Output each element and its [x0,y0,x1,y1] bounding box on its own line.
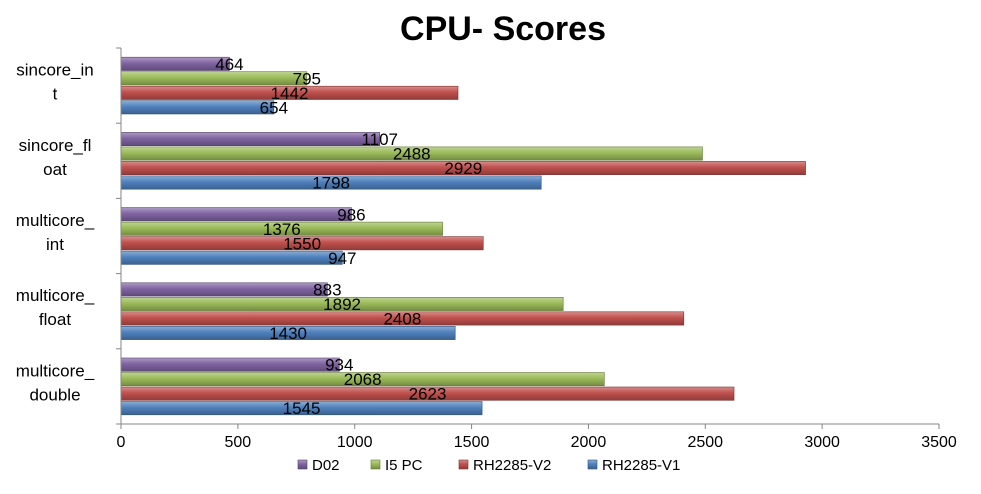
x-tick-label-1500: 1500 [454,434,490,451]
legend-swatch-rh2285-v1 [587,459,598,470]
x-tick-label-1000: 1000 [337,434,373,451]
category-label-5-line-1: multicore_ [16,361,95,380]
bar-d02-2 [120,132,381,146]
data-label-d02-5: 934 [325,356,353,375]
bar-rh2285-v1-3 [120,250,343,265]
data-label-d02-4: 883 [313,280,341,299]
data-label-i5-pc-3: 1376 [263,220,301,239]
x-tick-label-500: 500 [225,434,252,451]
bar-d02-1 [120,56,230,71]
x-tick-label-3000: 3000 [804,434,840,451]
category-label-2-line-1: sincore_fl [19,136,92,155]
data-label-i5-pc-2: 2488 [393,145,431,164]
x-tick-label-2000: 2000 [571,434,607,451]
bar-rh2285-v1-1 [120,100,275,115]
x-tick-label-2500: 2500 [687,434,723,451]
category-label-3-line-1: multicore_ [16,211,95,230]
bar-d02-5 [120,357,340,372]
data-label-i5-pc-4: 1892 [323,295,361,314]
legend-label-d02: D02 [312,457,340,474]
data-label-rh2285-v1-2: 1798 [312,174,350,193]
data-label-d02-2: 1107 [361,130,398,149]
legend-swatch-d02 [297,459,308,470]
data-label-rh2285-v2-4: 2408 [383,309,421,328]
legend: D02 I5 PC RH2285-V2 RH2285-V1 [297,457,680,474]
legend-label-rh2285-v1: RH2285-V1 [602,457,680,474]
x-tick-label-3500: 3500 [921,434,957,451]
category-label-4-line-2: float [39,310,71,329]
data-label-rh2285-v1-4: 1430 [269,324,307,343]
data-label-rh2285-v1-5: 1545 [283,399,321,418]
x-tick-label-0: 0 [117,434,126,451]
bar-d02-4 [120,282,328,297]
category-label-3-line-2: int [46,235,64,254]
data-label-d02-3: 986 [337,205,365,224]
data-label-rh2285-v2-5: 2623 [409,385,447,404]
legend-swatch-rh2285-v2 [458,459,469,470]
category-label-4-line-1: multicore_ [16,286,95,305]
legend-label-i5-pc: I5 PC [385,457,423,474]
data-label-i5-pc-1: 795 [293,69,321,88]
chart-title: CPU- Scores [400,10,606,48]
category-label-5-line-2: double [29,385,80,404]
data-label-rh2285-v2-3: 1550 [283,234,321,253]
legend-label-rh2285-v2: RH2285-V2 [473,457,551,474]
data-label-rh2285-v1-3: 947 [328,249,356,268]
legend-swatch-i5-pc [370,459,381,470]
data-label-rh2285-v2-1: 1442 [271,84,309,103]
category-label-1-line-1: sincore_in [16,61,94,80]
axes: sincore_intsincore_floatmulticore_intmul… [16,47,957,451]
bar-d02-3 [120,207,352,222]
data-label-d02-1: 464 [215,55,243,74]
data-label-i5-pc-5: 2068 [344,370,382,389]
data-label-rh2285-v2-2: 2929 [444,159,482,178]
category-label-1-line-2: t [53,85,58,104]
category-label-2-line-2: oat [43,160,67,179]
data-label-rh2285-v1-1: 654 [260,98,288,117]
